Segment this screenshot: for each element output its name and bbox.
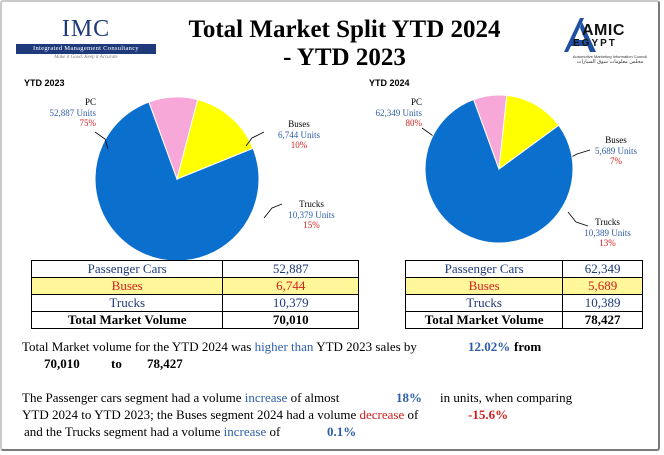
pie-2024-label-buses: Buses 5,689 Units 7% [582, 135, 650, 167]
row-label: Passenger Cars [404, 260, 564, 278]
table-row: Passenger Cars 52,887 [30, 260, 359, 278]
pie-2024-slice-pc [424, 98, 574, 244]
row-label: Trucks [30, 294, 224, 312]
summary-highlight: higher than [254, 339, 314, 354]
pie-2024-buses-pct: 7% [610, 156, 622, 166]
row-value: 70,010 [222, 311, 359, 329]
row-value: 5,689 [562, 277, 643, 295]
amic-description: Automotive Marketing Information Council [572, 54, 648, 59]
summary-line-2: The Passenger cars segment had a volume … [22, 389, 339, 406]
table-row: Total Market Volume 70,010 [30, 311, 359, 329]
summary-text: YTD 2023 sales by [316, 339, 417, 354]
amic-logo-text: AMIC [582, 22, 625, 39]
summary-highlight: decrease [359, 407, 405, 422]
summary-text: and the Trucks segment had a volume [24, 424, 221, 439]
pie-2024-slice-trucks [498, 94, 560, 171]
summary-line-4: and the Trucks segment had a volume incr… [24, 423, 280, 440]
summary-highlight: increase [244, 390, 288, 405]
summary-text: of [407, 407, 419, 422]
table-row: Total Market Volume 78,427 [404, 311, 643, 329]
summary-value-2023: 70,010 [44, 356, 80, 371]
imc-logo-text: IMC [61, 16, 111, 42]
title-line-1: Total Market Split YTD 2024 [188, 16, 501, 43]
row-value: 10,379 [222, 294, 359, 312]
summary-line-3: YTD 2024 to YTD 2023; the Buses segment … [22, 406, 418, 423]
table-row: Buses 5,689 [404, 277, 643, 295]
pie-chart-2023 [94, 96, 260, 262]
row-value: 78,427 [562, 311, 643, 329]
row-value: 10,389 [562, 294, 643, 312]
pie-2024-pc-name: PC [410, 97, 422, 107]
pie-2023-buses-name: Buses [288, 119, 310, 129]
pie-2023-trucks-units: 10,379 Units [288, 209, 335, 220]
summary-text: in units, when comparing [440, 390, 573, 405]
pie-2023-buses-pct: 10% [290, 140, 308, 150]
summary-highlight: increase [223, 424, 267, 439]
pie-2023-label-pc: PC 52,887 Units 75% [46, 97, 96, 129]
pie-2023-trucks-pct: 15% [303, 220, 320, 230]
pie-2024-title: YTD 2024 [369, 78, 410, 88]
pie-2024-label-pc: PC 62,349 Units 80% [372, 97, 422, 129]
pie-2023-trucks-name: Trucks [299, 199, 324, 209]
pie-chart-2024 [424, 94, 574, 244]
table-row: Buses 6,744 [30, 277, 359, 295]
row-value: 62,349 [562, 260, 643, 278]
summary-trucks-pct: 0.1% [327, 424, 357, 439]
row-value: 52,887 [222, 260, 359, 278]
row-label: Buses [404, 277, 564, 295]
summary-value-2024: 78,427 [147, 356, 183, 371]
row-label: Total Market Volume [30, 311, 224, 329]
summary-pc-pct: 18% [396, 390, 422, 405]
pie-2023-title: YTD 2023 [24, 78, 65, 88]
table-2024: Passenger Cars 62,349 Buses 5,689 Trucks 10… [404, 260, 643, 329]
amic-country: EGYPT [573, 38, 617, 49]
pie-2024-buses-units: 5,689 Units [594, 145, 637, 156]
table-row: Trucks 10,379 [30, 294, 359, 312]
summary-from: from [514, 339, 542, 354]
summary-line-1: Total Market volume for the YTD 2024 was… [22, 338, 417, 355]
imc-tagline: Make it Good. Keep it Accurate [54, 55, 118, 60]
summary-to: to [111, 356, 122, 371]
summary-text: YTD 2024 to YTD 2023; the Buses segment … [22, 407, 357, 422]
pie-2024-trucks-units: 10,389 Units [584, 227, 631, 238]
row-value: 6,744 [222, 277, 359, 295]
row-label: Trucks [404, 294, 564, 312]
row-label: Buses [30, 277, 224, 295]
row-label: Passenger Cars [30, 260, 224, 278]
pie-2024-pc-units: 62,349 Units [375, 107, 422, 118]
table-2023: Passenger Cars 52,887 Buses 6,744 Trucks 10… [30, 260, 359, 329]
pie-2024-pc-pct: 80% [405, 118, 423, 128]
pie-2023-pc-name: PC [84, 97, 96, 107]
summary-text: of [269, 424, 281, 439]
row-label: Total Market Volume [404, 311, 564, 329]
pie-2024-buses-name: Buses [605, 135, 627, 145]
summary-growth-pct: 12.02% [468, 339, 511, 354]
title-line-2: - YTD 2023 [283, 44, 406, 71]
table-row: Passenger Cars 62,349 [404, 260, 643, 278]
pie-2023-label-trucks: Trucks 10,379 Units 15% [274, 199, 349, 231]
pie-2023-pc-units: 52,887 Units [49, 107, 96, 118]
pie-2024-trucks-pct: 13% [599, 238, 616, 248]
imc-logo-bar: Integrated Management Consultancy [16, 44, 156, 54]
pie-2023-pc-pct: 75% [79, 118, 97, 128]
summary-text: of almost [290, 390, 340, 405]
amic-arabic-name: مجلس معلومات سوق السيارات [576, 59, 644, 65]
table-row: Trucks 10,389 [404, 294, 643, 312]
pie-2023-label-buses: Buses 6,744 Units 10% [264, 119, 334, 151]
summary-buses-pct: -15.6% [468, 407, 509, 422]
page-title: Total Market Split YTD 2024 - YTD 2023 [162, 16, 527, 72]
amic-logo-icon [564, 18, 596, 52]
summary-text: Total Market volume for the YTD 2024 was [22, 339, 252, 354]
pie-2024-trucks-name: Trucks [595, 217, 620, 227]
pie-2024-label-trucks: Trucks 10,389 Units 13% [570, 217, 645, 249]
pie-2023-buses-units: 6,744 Units [277, 129, 320, 140]
summary-text: The Passenger cars segment had a volume [22, 390, 242, 405]
